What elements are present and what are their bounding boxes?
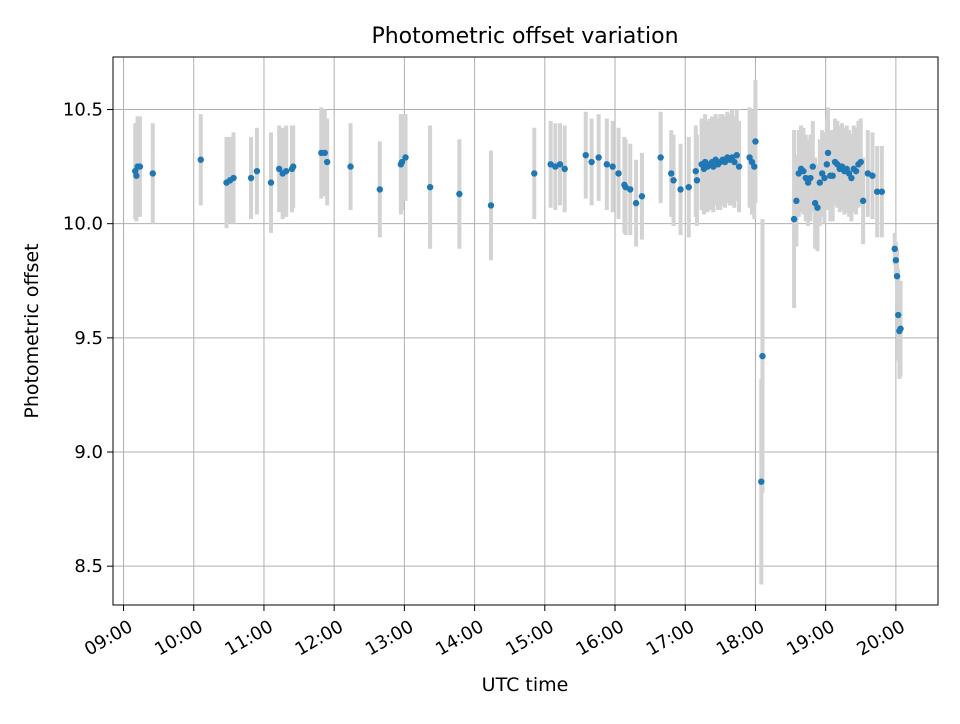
data-point [873,188,881,195]
data-point [230,174,237,182]
data-point [733,151,740,159]
axes-frame [112,56,939,606]
data-point [402,154,409,161]
data-point [632,199,640,207]
data-point [821,174,828,182]
data-point [893,273,901,280]
data-point [609,163,616,170]
data-point [848,174,855,182]
data-point [897,325,904,332]
data-point [790,215,798,223]
data-point [800,167,807,175]
data-point [149,170,156,177]
data-point [247,174,255,182]
data-point [582,151,589,159]
data-point [615,170,622,177]
data-point [561,165,568,173]
data-point [133,172,140,179]
data-point [347,163,354,170]
data-point [751,163,758,170]
y-tick-label: 8.5 [74,556,103,577]
data-point [323,158,331,166]
data-point [752,138,759,145]
data-point [891,245,898,252]
y-tick-label: 10.0 [63,214,103,235]
data-point [852,167,860,175]
data-point [197,156,204,163]
data-point [824,149,832,157]
data-point [398,158,406,166]
data-point [376,186,384,193]
data-point [809,163,816,170]
y-axis-ticks: 8.5 9.0 9.5 10.0 10.5 [63,100,113,577]
data-point [807,174,814,182]
data-point [657,154,664,161]
data-point [253,167,261,175]
data-points [132,138,904,485]
data-point [735,163,743,170]
data-point [892,257,900,264]
data-point [487,202,495,209]
data-point [627,186,634,193]
data-point [670,177,677,184]
y-tick-label: 9.0 [74,442,103,463]
data-point [685,183,692,191]
data-point [895,311,902,319]
data-point [816,179,824,186]
data-point [878,188,886,195]
data-point [531,170,538,177]
y-axis-label: Photometric offset [21,243,43,418]
y-tick-label: 10.5 [63,100,103,121]
data-point [275,165,283,173]
data-point [267,179,275,186]
data-point [136,163,144,170]
data-point [638,193,646,200]
data-point [282,167,290,175]
data-point [793,197,800,205]
data-point [588,158,595,166]
data-point [692,167,699,175]
data-point [829,172,836,179]
data-point [603,161,611,168]
data-point [759,352,766,360]
data-point [693,177,701,184]
data-point [456,190,463,198]
chart-title: Photometric offset variation [371,24,678,49]
data-point [731,158,738,166]
data-point [677,186,684,193]
data-point [814,204,821,211]
y-tick-label: 9.5 [74,328,103,349]
data-point [758,478,765,485]
data-point [426,183,434,191]
data-point [595,154,602,161]
data-point [667,170,675,177]
data-point [823,161,831,168]
data-point [857,158,864,166]
data-point [321,149,329,157]
data-point [556,161,564,168]
data-point [290,163,297,170]
data-point [859,197,867,205]
data-point [869,172,876,179]
x-axis-label: UTC time [482,674,569,696]
